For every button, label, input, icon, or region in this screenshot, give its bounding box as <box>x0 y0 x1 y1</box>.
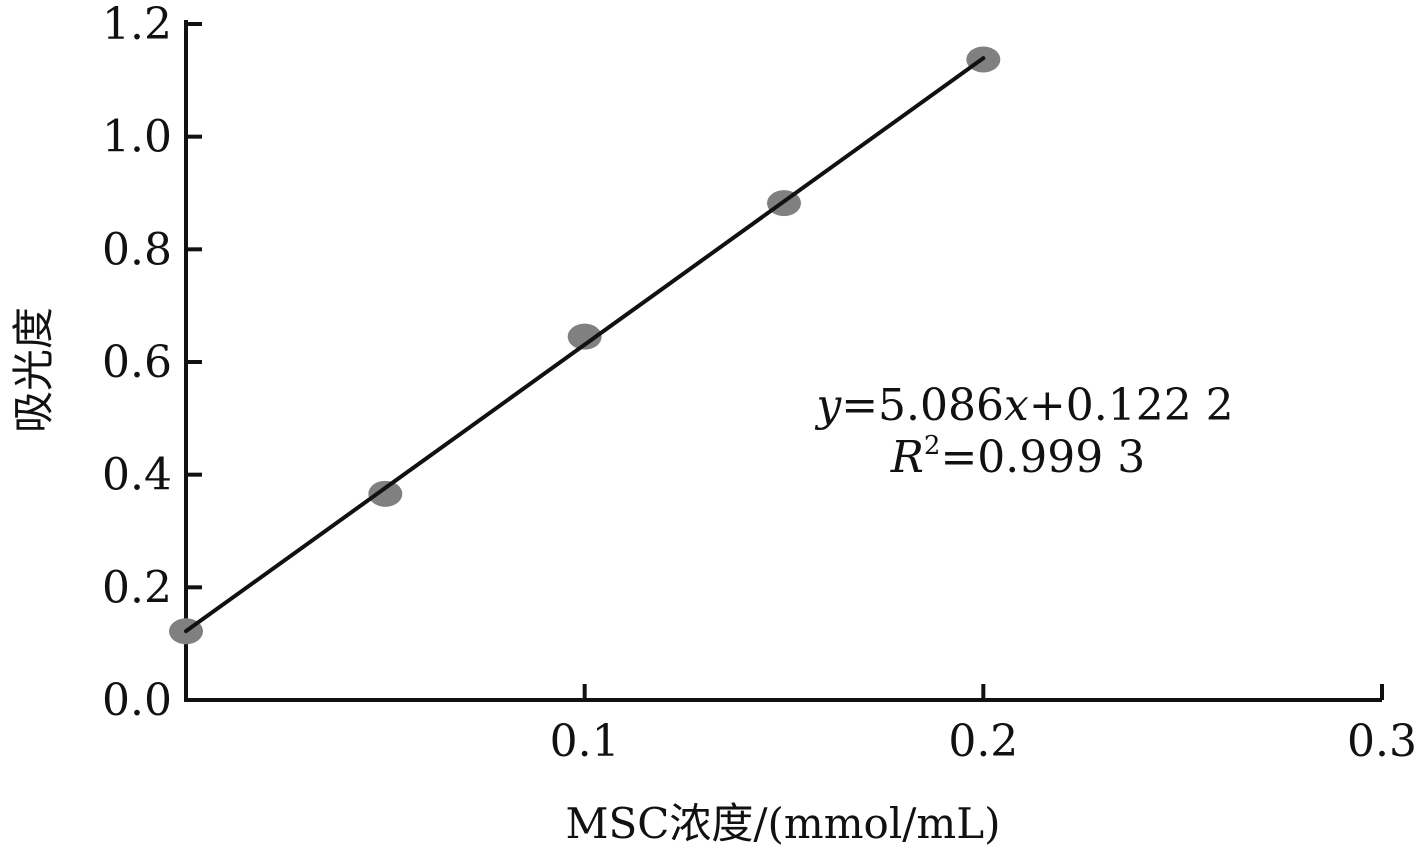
equation-x-symbol: x <box>1004 380 1029 431</box>
r-squared-label: R2=0.999 3 <box>890 431 1146 483</box>
y-ticks: 0.0 0.2 0.4 0.6 0.8 1.0 1.2 <box>102 0 202 726</box>
fit-line-group <box>184 56 986 634</box>
equation-y-symbol: y <box>814 380 842 431</box>
r-symbol: R <box>890 432 924 483</box>
equation-slope-part: =5.086 <box>841 380 1004 431</box>
y-tick-label: 1.2 <box>102 0 172 50</box>
fit-line <box>184 56 986 634</box>
x-axis-title: MSC浓度/(mmol/mL) <box>565 799 1000 848</box>
axes <box>184 20 1382 702</box>
x-tick-label: 0.1 <box>550 716 620 767</box>
data-point <box>567 323 602 350</box>
equation-intercept-part: +0.122 2 <box>1029 380 1234 431</box>
r-squared-value: =0.999 3 <box>940 432 1145 483</box>
x-tick-label: 0.3 <box>1347 716 1415 767</box>
data-point <box>368 480 403 507</box>
y-tick-label: 0.2 <box>102 562 172 613</box>
fit-equation: y=5.086x+0.122 2 <box>814 380 1233 431</box>
y-axis-title: 吸光度 <box>9 307 58 433</box>
x-tick-label: 0.2 <box>948 716 1018 767</box>
y-tick-label: 1.0 <box>102 112 172 163</box>
x-ticks: 0.1 0.2 0.3 <box>550 684 1415 767</box>
y-tick-label: 0.6 <box>102 337 172 388</box>
y-tick-label: 0.0 <box>102 675 172 726</box>
y-tick-label: 0.4 <box>102 450 172 501</box>
y-tick-label: 0.8 <box>102 224 172 275</box>
r-superscript: 2 <box>924 431 941 461</box>
